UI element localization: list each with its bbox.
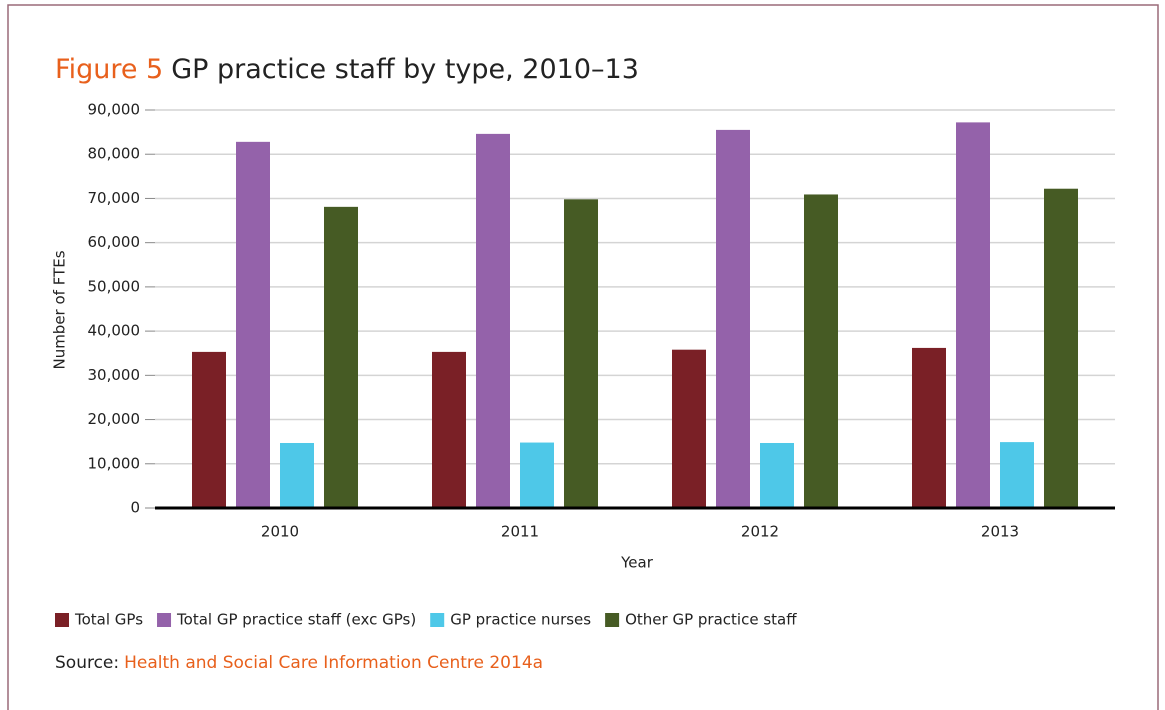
y-axis-label: Number of FTEs bbox=[51, 250, 69, 369]
source: Source: Health and Social Care Informatio… bbox=[55, 653, 543, 673]
x-tick-label: 2010 bbox=[261, 523, 299, 541]
bar bbox=[520, 442, 554, 508]
x-axis-label: Year bbox=[620, 554, 654, 572]
bar bbox=[672, 349, 706, 508]
frame bbox=[7, 4, 1159, 710]
bar bbox=[804, 194, 838, 508]
legend-swatch bbox=[430, 613, 445, 627]
bar bbox=[236, 141, 270, 508]
bar bbox=[564, 199, 598, 508]
source-label: Source: bbox=[55, 653, 119, 673]
bar bbox=[432, 351, 466, 508]
bar bbox=[956, 122, 990, 508]
x-tick-label: 2013 bbox=[981, 523, 1019, 541]
bar bbox=[476, 133, 510, 508]
y-tick-label: 10,000 bbox=[88, 454, 141, 472]
y-tick-label: 20,000 bbox=[88, 410, 141, 428]
x-tick-label: 2011 bbox=[501, 523, 539, 541]
bar bbox=[760, 442, 794, 508]
chart-title: Figure 5 GP practice staff by type, 2010–… bbox=[55, 54, 639, 85]
title-text: GP practice staff by type, 2010–13 bbox=[171, 54, 639, 85]
y-tick-label: 40,000 bbox=[88, 322, 141, 340]
bar bbox=[716, 129, 750, 508]
legend-swatch bbox=[157, 613, 172, 627]
y-tick-label: 0 bbox=[130, 499, 140, 517]
y-tick-label: 50,000 bbox=[88, 277, 141, 295]
bar bbox=[912, 347, 946, 508]
legend-label: Other GP practice staff bbox=[625, 611, 797, 629]
legend-label: Total GPs bbox=[74, 611, 143, 629]
legend-swatch bbox=[55, 613, 69, 627]
bar bbox=[280, 442, 314, 508]
bar bbox=[1044, 188, 1078, 508]
legend-label: GP practice nurses bbox=[450, 611, 591, 629]
y-tick-label: 60,000 bbox=[88, 233, 141, 251]
bar bbox=[192, 351, 226, 508]
bar bbox=[1000, 442, 1034, 508]
source-text[interactable]: Health and Social Care Information Centr… bbox=[124, 653, 543, 673]
legend-label: Total GP practice staff (exc GPs) bbox=[176, 611, 416, 629]
y-tick-label: 90,000 bbox=[88, 101, 141, 119]
y-tick-label: 80,000 bbox=[88, 145, 141, 163]
y-tick-label: 30,000 bbox=[88, 366, 141, 384]
bar bbox=[324, 206, 358, 508]
y-tick-label: 70,000 bbox=[88, 189, 141, 207]
title-label: Figure 5 bbox=[55, 54, 163, 85]
x-tick-label: 2012 bbox=[741, 523, 779, 541]
legend-swatch bbox=[605, 613, 620, 627]
